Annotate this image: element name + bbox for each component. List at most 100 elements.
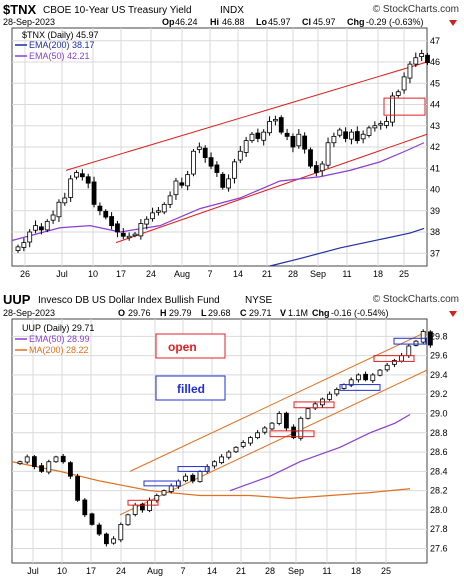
candle-body xyxy=(272,118,278,122)
candle-body xyxy=(109,216,114,227)
y-tick-label: 29.0 xyxy=(430,409,448,419)
uup-filled-gap-box xyxy=(393,337,427,345)
uup-title: Invesco DB US Dollar Index Bullish Fund xyxy=(38,295,220,306)
candle-body xyxy=(240,442,246,447)
candle-body xyxy=(372,125,378,129)
candle-body xyxy=(249,133,255,142)
candle-body xyxy=(126,235,132,239)
x-tick-label: 18 xyxy=(373,269,383,279)
candle-body xyxy=(104,533,109,545)
svg-text:Chg: Chg xyxy=(312,308,330,318)
x-tick-label: 21 xyxy=(236,566,246,576)
svg-text:L: L xyxy=(201,308,207,318)
candle-body xyxy=(91,181,97,205)
uup-l: 29.68 xyxy=(208,308,231,318)
uup-exchange: NYSE xyxy=(245,295,273,306)
candle-body xyxy=(44,220,50,231)
y-tick-label: 28.2 xyxy=(430,486,448,496)
candle-body xyxy=(89,513,95,525)
candle-body xyxy=(427,331,433,346)
uup-legend: UUP (Daily) 29.71 EMA(50) 28.99 MA(200) … xyxy=(15,323,94,355)
candle-body xyxy=(341,384,347,389)
candle-body xyxy=(39,465,44,472)
y-tick-label: 28.4 xyxy=(430,466,448,476)
x-tick-label: Sep xyxy=(288,566,304,576)
x-tick-label: 14 xyxy=(233,269,243,279)
candle-body xyxy=(255,132,261,139)
tnx-legend-ema200: EMA(200) 38.17 xyxy=(29,40,95,50)
candle-body xyxy=(79,173,85,178)
tnx-channel-lower xyxy=(115,133,428,244)
candle-body xyxy=(305,408,311,419)
uup-ma200-line xyxy=(11,461,411,499)
x-tick-label: 10 xyxy=(57,566,67,576)
candle-body xyxy=(27,231,33,243)
uup-c: 29.71 xyxy=(249,308,272,318)
x-tick-label: 18 xyxy=(351,566,361,576)
candle-body xyxy=(407,63,413,79)
candle-body xyxy=(296,133,302,147)
y-tick-label: 38 xyxy=(430,227,440,237)
uup-open-label: open xyxy=(168,340,197,354)
candle-body xyxy=(399,355,405,362)
candle-body xyxy=(179,182,185,186)
candle-body xyxy=(82,499,88,516)
candle-body xyxy=(284,132,290,137)
candle-body xyxy=(283,412,289,429)
y-tick-label: 29.2 xyxy=(430,389,448,399)
candle-body xyxy=(243,140,249,153)
candle-body xyxy=(96,524,102,535)
candle-body xyxy=(337,129,343,136)
uup-h: 29.79 xyxy=(169,308,192,318)
candle-body xyxy=(111,538,116,544)
candle-body xyxy=(211,461,217,467)
svg-text:Lo: Lo xyxy=(256,17,267,27)
x-tick-label: Aug xyxy=(147,566,163,576)
x-tick-label: 25 xyxy=(381,566,391,576)
candle-body xyxy=(406,345,412,357)
candle-body xyxy=(46,461,52,473)
candle-body xyxy=(197,470,203,483)
candle-body xyxy=(103,210,109,218)
x-tick-label: 7 xyxy=(180,566,185,576)
y-tick-label: 29.6 xyxy=(430,351,448,361)
tnx-cl: 45.97 xyxy=(313,17,336,27)
candle-body xyxy=(144,218,150,225)
candle-body xyxy=(17,461,23,465)
candle-body xyxy=(219,456,225,464)
uup-v: 1.1M xyxy=(288,308,308,318)
svg-text:Op: Op xyxy=(162,17,175,27)
y-tick-label: 27.8 xyxy=(430,524,448,534)
candle-body xyxy=(75,476,80,501)
x-tick-label: 11 xyxy=(342,269,351,279)
candle-body xyxy=(208,157,214,167)
x-tick-label: 17 xyxy=(86,566,96,576)
candle-body xyxy=(120,232,126,237)
candle-body xyxy=(349,131,354,140)
candle-body xyxy=(262,427,268,433)
candle-body xyxy=(327,393,333,400)
tnx-legend-price: $TNX (Daily) 45.97 xyxy=(22,30,99,40)
candle-body xyxy=(191,150,196,175)
candle-body xyxy=(354,131,360,142)
y-tick-label: 27.6 xyxy=(430,544,448,554)
y-tick-label: 42 xyxy=(430,142,440,152)
candle-body xyxy=(115,223,120,233)
candle-body xyxy=(384,121,389,126)
x-tick-label: 26 xyxy=(20,269,30,279)
candle-body xyxy=(226,451,232,458)
x-tick-label: Jul xyxy=(56,269,68,279)
candle-body xyxy=(132,233,138,237)
candle-body xyxy=(233,446,239,453)
y-tick-label: 45 xyxy=(430,78,440,88)
uup-filled-gap-box xyxy=(143,480,181,487)
tnx-ema200-line xyxy=(269,227,425,267)
candle-body xyxy=(53,456,59,463)
svg-text:H: H xyxy=(160,308,167,318)
y-tick-label: 28.6 xyxy=(430,447,448,457)
x-tick-label: 11 xyxy=(322,566,331,576)
y-tick-label: 37 xyxy=(430,248,440,258)
y-tick-label: 46 xyxy=(430,57,440,67)
uup-filled-label-box xyxy=(155,375,226,401)
y-tick-label: 29.4 xyxy=(430,370,448,380)
